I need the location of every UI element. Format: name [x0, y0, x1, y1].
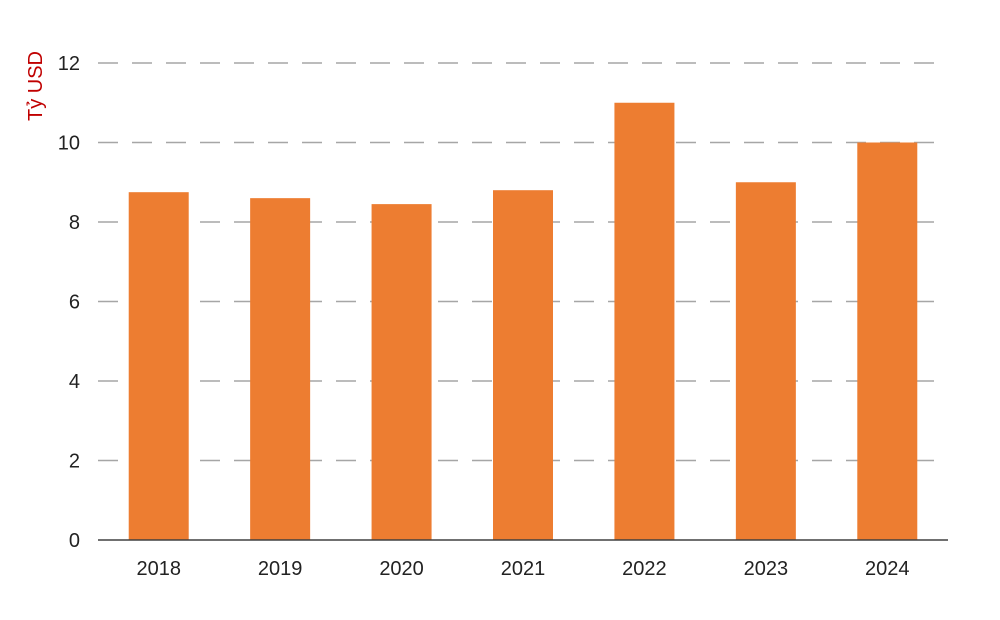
x-tick-label-2024: 2024	[865, 558, 910, 580]
y-axis-label: Tỷ USD	[25, 51, 47, 121]
bar-2022	[614, 102, 675, 540]
x-tick-label-2019: 2019	[258, 558, 303, 580]
x-tick-label-2023: 2023	[744, 558, 789, 580]
bar-2020	[371, 204, 432, 541]
y-tick-label-6: 6	[69, 292, 80, 314]
y-tick-label-10: 10	[58, 133, 80, 155]
bars	[128, 102, 918, 541]
x-tick-label-2021: 2021	[501, 558, 546, 580]
y-tick-label-8: 8	[69, 212, 80, 234]
bar-2024	[857, 142, 918, 540]
y-tick-labels: 0 2 4 6 8 10 12	[58, 53, 80, 552]
y-tick-label-2: 2	[69, 451, 80, 473]
y-tick-label-0: 0	[69, 530, 80, 552]
bar-2018	[128, 192, 189, 540]
x-tick-label-2020: 2020	[379, 558, 424, 580]
bar-2021	[493, 190, 553, 540]
x-tick-label-2022: 2022	[622, 558, 667, 580]
bar-2019	[250, 198, 311, 540]
x-tick-labels: 2018 2019 2020 2021 2022 2023 2024	[136, 558, 909, 580]
y-tick-label-12: 12	[58, 53, 80, 75]
bar-2023	[735, 182, 796, 540]
x-tick-label-2018: 2018	[136, 558, 181, 580]
y-tick-label-4: 4	[69, 371, 80, 393]
